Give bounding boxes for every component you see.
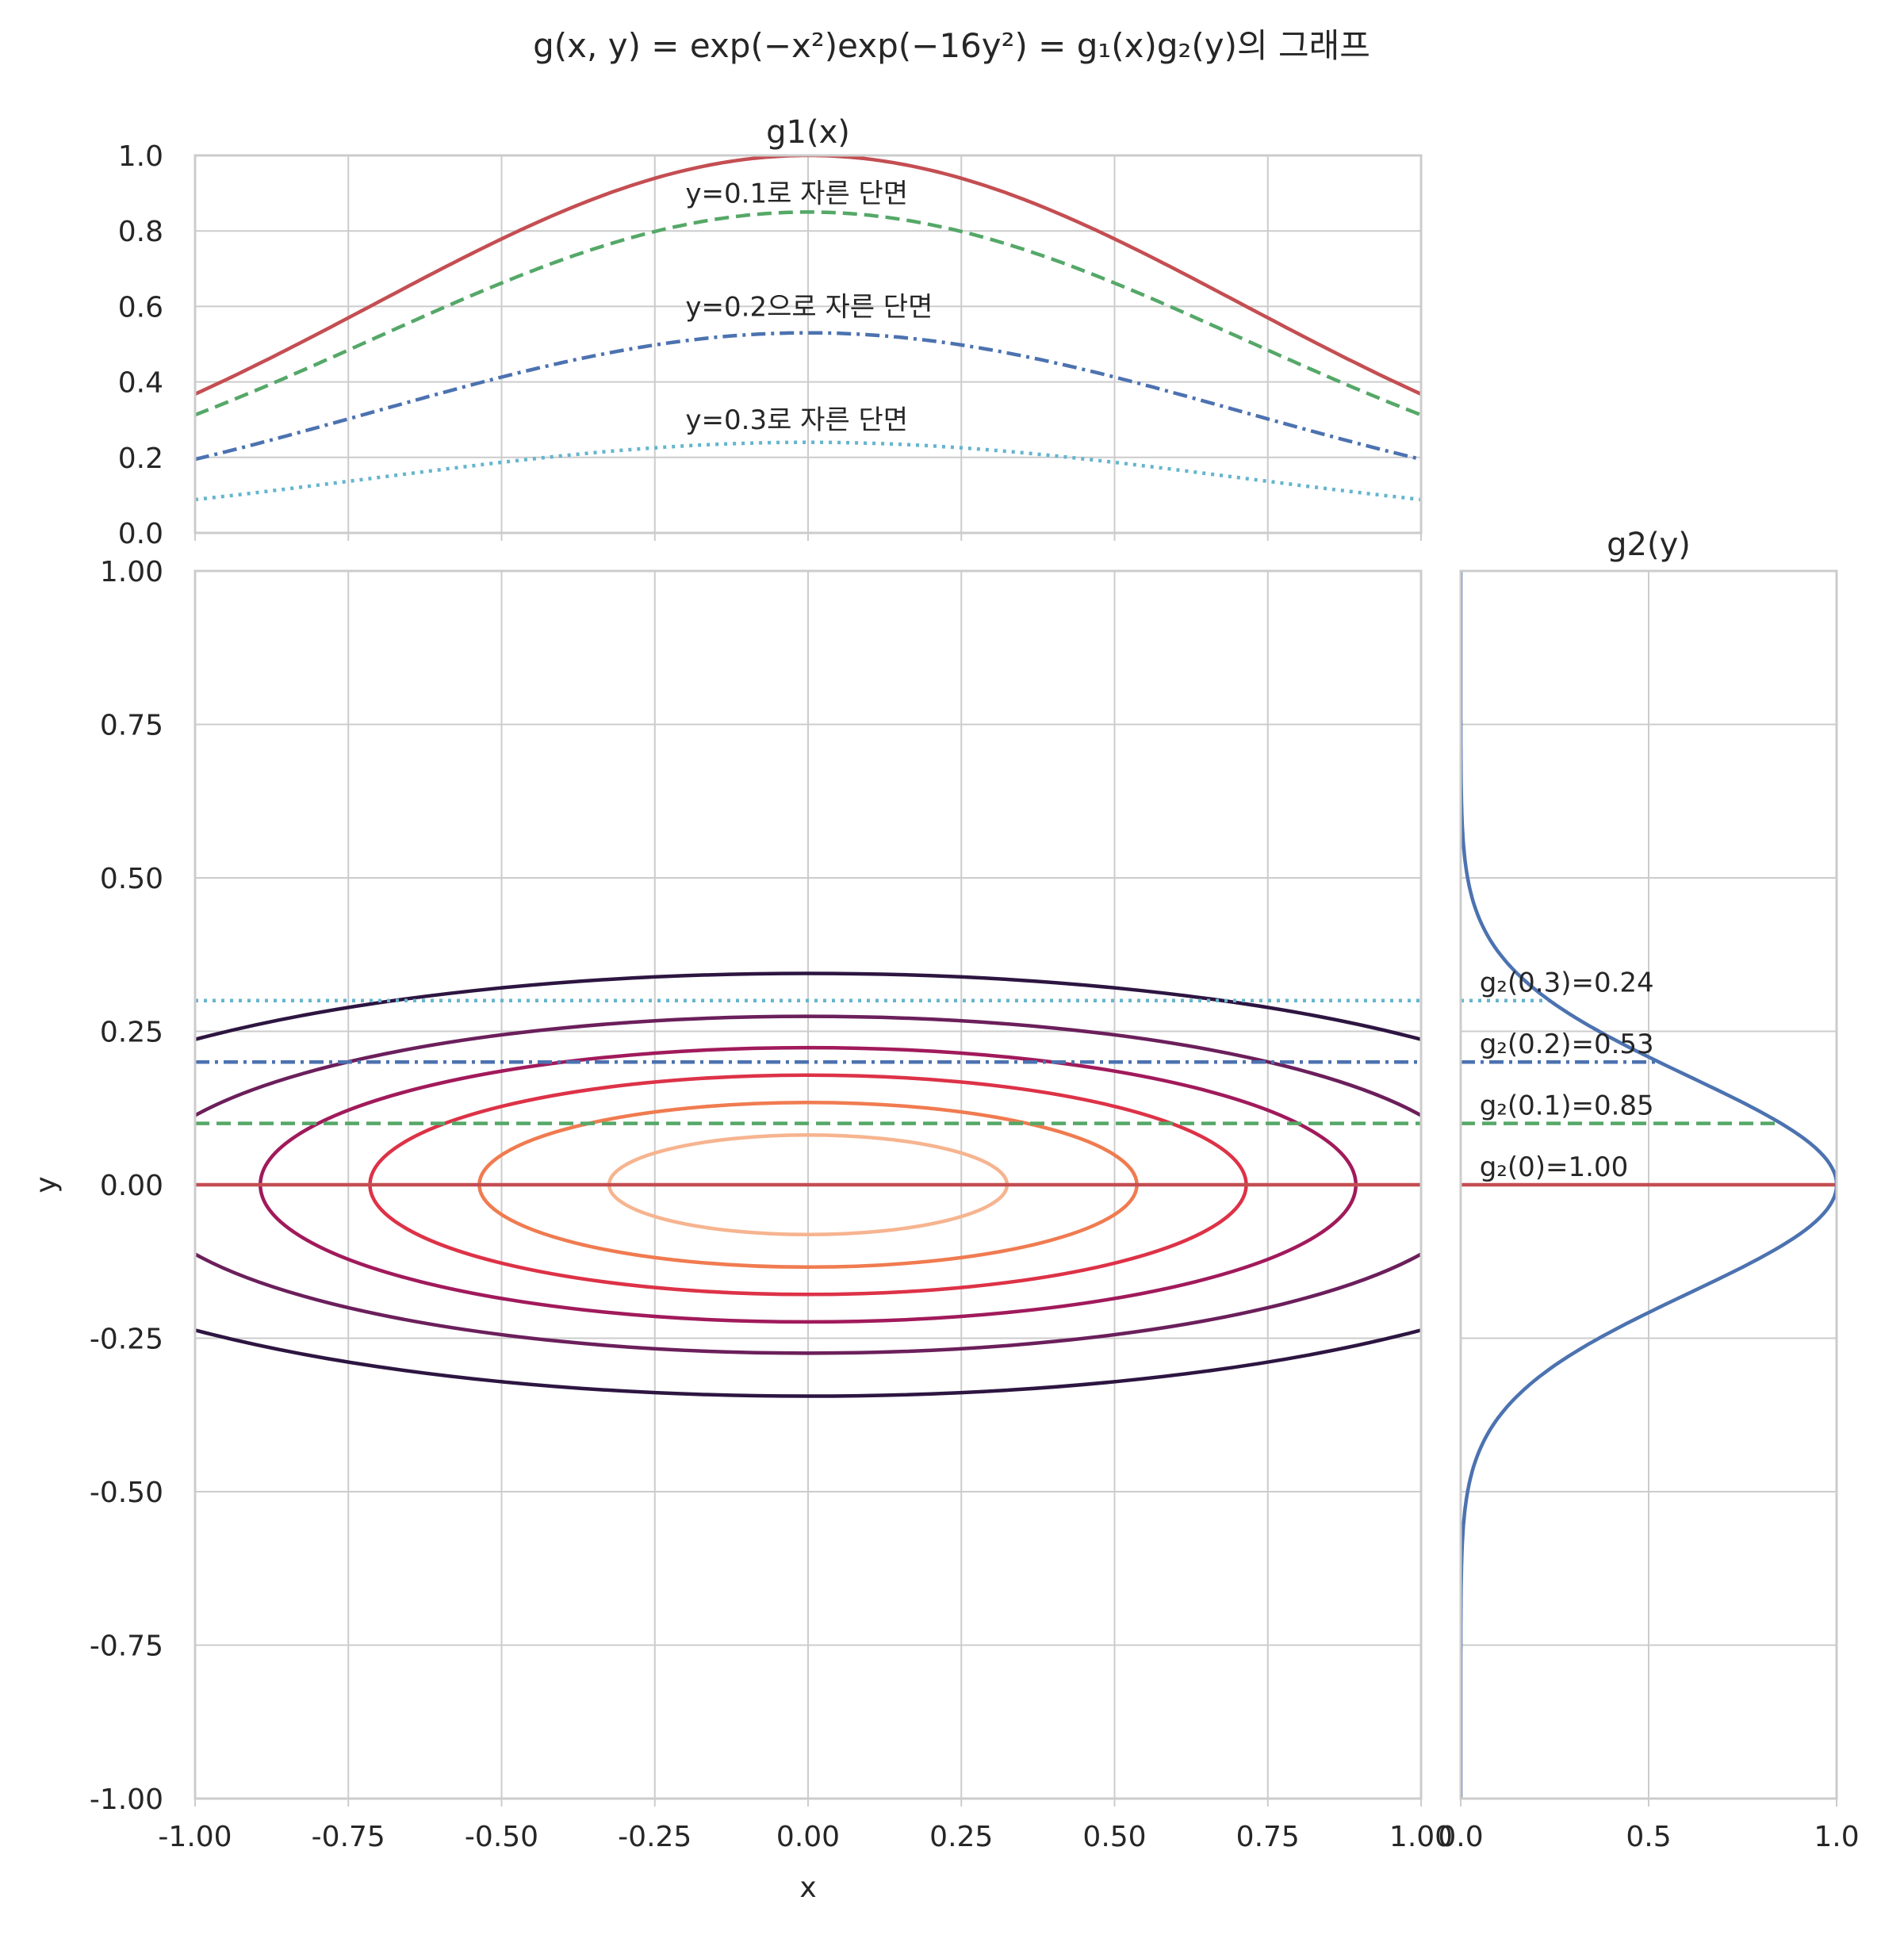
g1-series-group bbox=[195, 155, 1421, 502]
g2-frame bbox=[1459, 569, 1838, 1800]
g2-annotation-1: g₂(0.2)=0.53 bbox=[1480, 1029, 1654, 1060]
contour-level-0.3 bbox=[195, 1014, 1421, 1355]
g1-annotation-1: y=0.2으로 자른 단면 bbox=[685, 291, 933, 323]
contour-xtick-label: -0.50 bbox=[465, 1821, 538, 1853]
g2-xtick-label: 0.0 bbox=[1438, 1821, 1483, 1853]
g1-line-y0.2 bbox=[195, 331, 1421, 462]
contour-xtick-label: 0.00 bbox=[776, 1821, 840, 1853]
contour-ylabel: y bbox=[30, 1176, 63, 1193]
contour-ytick-label: 0.25 bbox=[100, 1017, 163, 1049]
contour-frame bbox=[193, 569, 1423, 1800]
g1-line-y0 bbox=[195, 155, 1421, 396]
g1-ytick-label: 1.0 bbox=[118, 140, 163, 173]
contour-xtick-label: 1.00 bbox=[1389, 1821, 1453, 1853]
g1-ytick-label: 0.6 bbox=[118, 291, 163, 324]
contour-xtick-label: -0.25 bbox=[618, 1821, 691, 1853]
g1-panel: 0.0 0.2 0.4 0.6 0.8 1.0 y=0.1로 자른 단면 y=0.2으로 자른… bbox=[118, 114, 1423, 550]
g2-panel: 0.0 0.5 1.0 g₂(0.3)=0.24 g₂(0.2)=0.53 g₂(0.1)… bbox=[1438, 527, 1859, 1853]
contour-ytick-label: -0.50 bbox=[90, 1477, 163, 1509]
g2-title: g2(y) bbox=[1607, 527, 1691, 563]
contour-xtick-label: 0.75 bbox=[1236, 1821, 1300, 1853]
contour-ytick-label: 0.50 bbox=[100, 863, 163, 895]
contour-xtick-label: -1.00 bbox=[158, 1821, 232, 1853]
g1-title: g1(x) bbox=[766, 114, 850, 151]
contour-lines-group bbox=[195, 971, 1421, 1398]
contour-ytick-label: 0.00 bbox=[100, 1170, 163, 1202]
g1-ytick-label: 0.8 bbox=[118, 216, 163, 248]
g2-xtick-label: 1.0 bbox=[1814, 1821, 1859, 1853]
g2-annotation-0: g₂(0.3)=0.24 bbox=[1480, 967, 1654, 999]
g1-ytick-label: 0.0 bbox=[118, 518, 163, 550]
g1-frame bbox=[193, 154, 1423, 534]
contour-ytick-label: -0.25 bbox=[90, 1324, 163, 1356]
g2-annotation-2: g₂(0.1)=0.85 bbox=[1480, 1090, 1654, 1121]
contour-level-0.15 bbox=[195, 971, 1421, 1398]
contour-xtick-label: -0.75 bbox=[312, 1821, 385, 1853]
g1-annotation-0: y=0.1로 자른 단면 bbox=[685, 178, 908, 210]
g2-annotation-3: g₂(0)=1.00 bbox=[1480, 1151, 1629, 1183]
g1-line-y0.1 bbox=[195, 210, 1421, 417]
contour-xlabel: x bbox=[799, 1872, 816, 1904]
g1-annotation-2: y=0.3로 자른 단면 bbox=[685, 404, 908, 436]
contour-ytick-label: 1.00 bbox=[100, 556, 163, 588]
g1-ytick-label: 0.4 bbox=[118, 367, 163, 400]
contour-ytick-label: -1.00 bbox=[90, 1784, 163, 1816]
contour-panel: -1.00 -0.75 -0.50 -0.25 0.00 0.25 0.50 0.75 1.00… bbox=[30, 556, 1453, 1904]
contour-ytick-label: -0.75 bbox=[90, 1630, 163, 1663]
contour-xtick-label: 0.50 bbox=[1082, 1821, 1146, 1853]
g1-ytick-label: 0.2 bbox=[118, 443, 163, 475]
contour-xtick-label: 0.25 bbox=[929, 1821, 993, 1853]
contour-ytick-label: 0.75 bbox=[100, 710, 163, 742]
g2-xtick-label: 0.5 bbox=[1626, 1821, 1671, 1853]
figure-suptitle: g(x, y) = exp(−x²)exp(−16y²) = g₁(x)g₂(y… bbox=[533, 26, 1370, 65]
